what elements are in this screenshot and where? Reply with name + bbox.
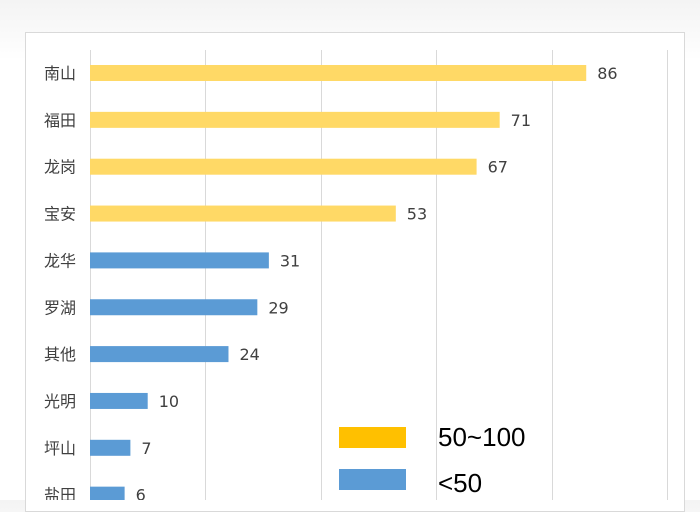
bar-龙岗	[90, 158, 477, 175]
category-label: 其他	[44, 345, 76, 364]
bar-坪山	[90, 439, 131, 456]
category-label: 龙华	[44, 251, 76, 270]
legend: 50~100 <50	[339, 422, 525, 498]
value-label: 24	[239, 345, 259, 364]
category-label: 南山	[44, 64, 76, 83]
legend-label-50-100: 50~100	[438, 422, 525, 452]
value-label: 31	[280, 251, 300, 270]
value-label: 86	[597, 64, 617, 83]
bar-罗湖	[90, 299, 258, 316]
value-label: 29	[268, 298, 288, 317]
legend-label-lt-50: <50	[438, 468, 482, 498]
category-label: 坪山	[44, 439, 76, 458]
value-label: 67	[488, 158, 508, 177]
category-label: 盐田	[44, 486, 76, 500]
bar-盐田	[90, 486, 125, 500]
category-label: 福田	[44, 111, 76, 130]
category-label: 龙岗	[44, 158, 76, 177]
category-label: 罗湖	[44, 298, 76, 317]
bars	[90, 65, 587, 500]
value-labels: 86 71 67 53 31 29 24 10 7 6	[136, 64, 618, 500]
value-label: 7	[141, 439, 151, 458]
category-label: 光明	[44, 392, 76, 411]
category-label: 宝安	[44, 205, 76, 224]
value-label: 10	[159, 392, 179, 411]
legend-swatch-lt-50	[339, 469, 406, 490]
value-label: 53	[407, 205, 427, 224]
bar-龙华	[90, 252, 269, 269]
bar-光明	[90, 392, 148, 409]
value-label: 6	[136, 486, 146, 500]
bar-福田	[90, 111, 500, 128]
bar-宝安	[90, 205, 396, 222]
legend-swatch-50-100	[339, 427, 406, 448]
value-label: 71	[511, 111, 531, 130]
bar-南山	[90, 65, 587, 81]
bar-其他	[90, 346, 229, 363]
